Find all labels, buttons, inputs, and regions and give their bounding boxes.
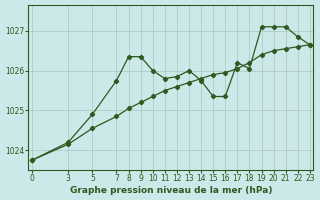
X-axis label: Graphe pression niveau de la mer (hPa): Graphe pression niveau de la mer (hPa) bbox=[70, 186, 272, 195]
